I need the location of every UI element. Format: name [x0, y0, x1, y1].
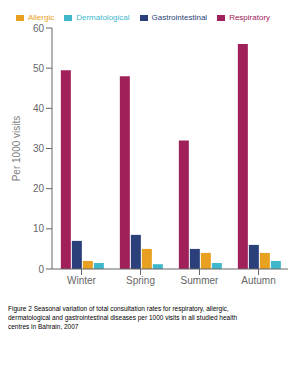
html-text:Dermatological: Dermatological: [76, 13, 130, 22]
svg-text:Autumn: Autumn: [241, 275, 275, 286]
svg-text:30: 30: [33, 143, 45, 154]
html-text:Respiratory: Respiratory: [229, 13, 270, 22]
html-text:Allergic: Allergic: [28, 13, 55, 22]
html-text:Figure 2 Seasonal variation of: Figure 2 Seasonal variation of total con…: [8, 305, 229, 312]
svg-text:Winter: Winter: [67, 275, 97, 286]
html-text:dermatological and gastrointes: dermatological and gastrointestinal dise…: [8, 314, 238, 321]
svg-text:20: 20: [33, 183, 45, 194]
html-text:centres in Bahrain, 2007: centres in Bahrain, 2007: [8, 323, 79, 330]
svg-text:Per 1000 visits: Per 1000 visits: [11, 116, 22, 182]
svg-text:Summer: Summer: [181, 275, 219, 286]
svg-text:50: 50: [33, 63, 45, 74]
svg-text:10: 10: [33, 223, 45, 234]
html-text:Gastrointestinal: Gastrointestinal: [151, 13, 208, 22]
svg-text:0: 0: [38, 264, 44, 275]
svg-text:40: 40: [33, 103, 45, 114]
svg-text:60: 60: [33, 23, 45, 34]
svg-text:Spring: Spring: [126, 275, 155, 286]
